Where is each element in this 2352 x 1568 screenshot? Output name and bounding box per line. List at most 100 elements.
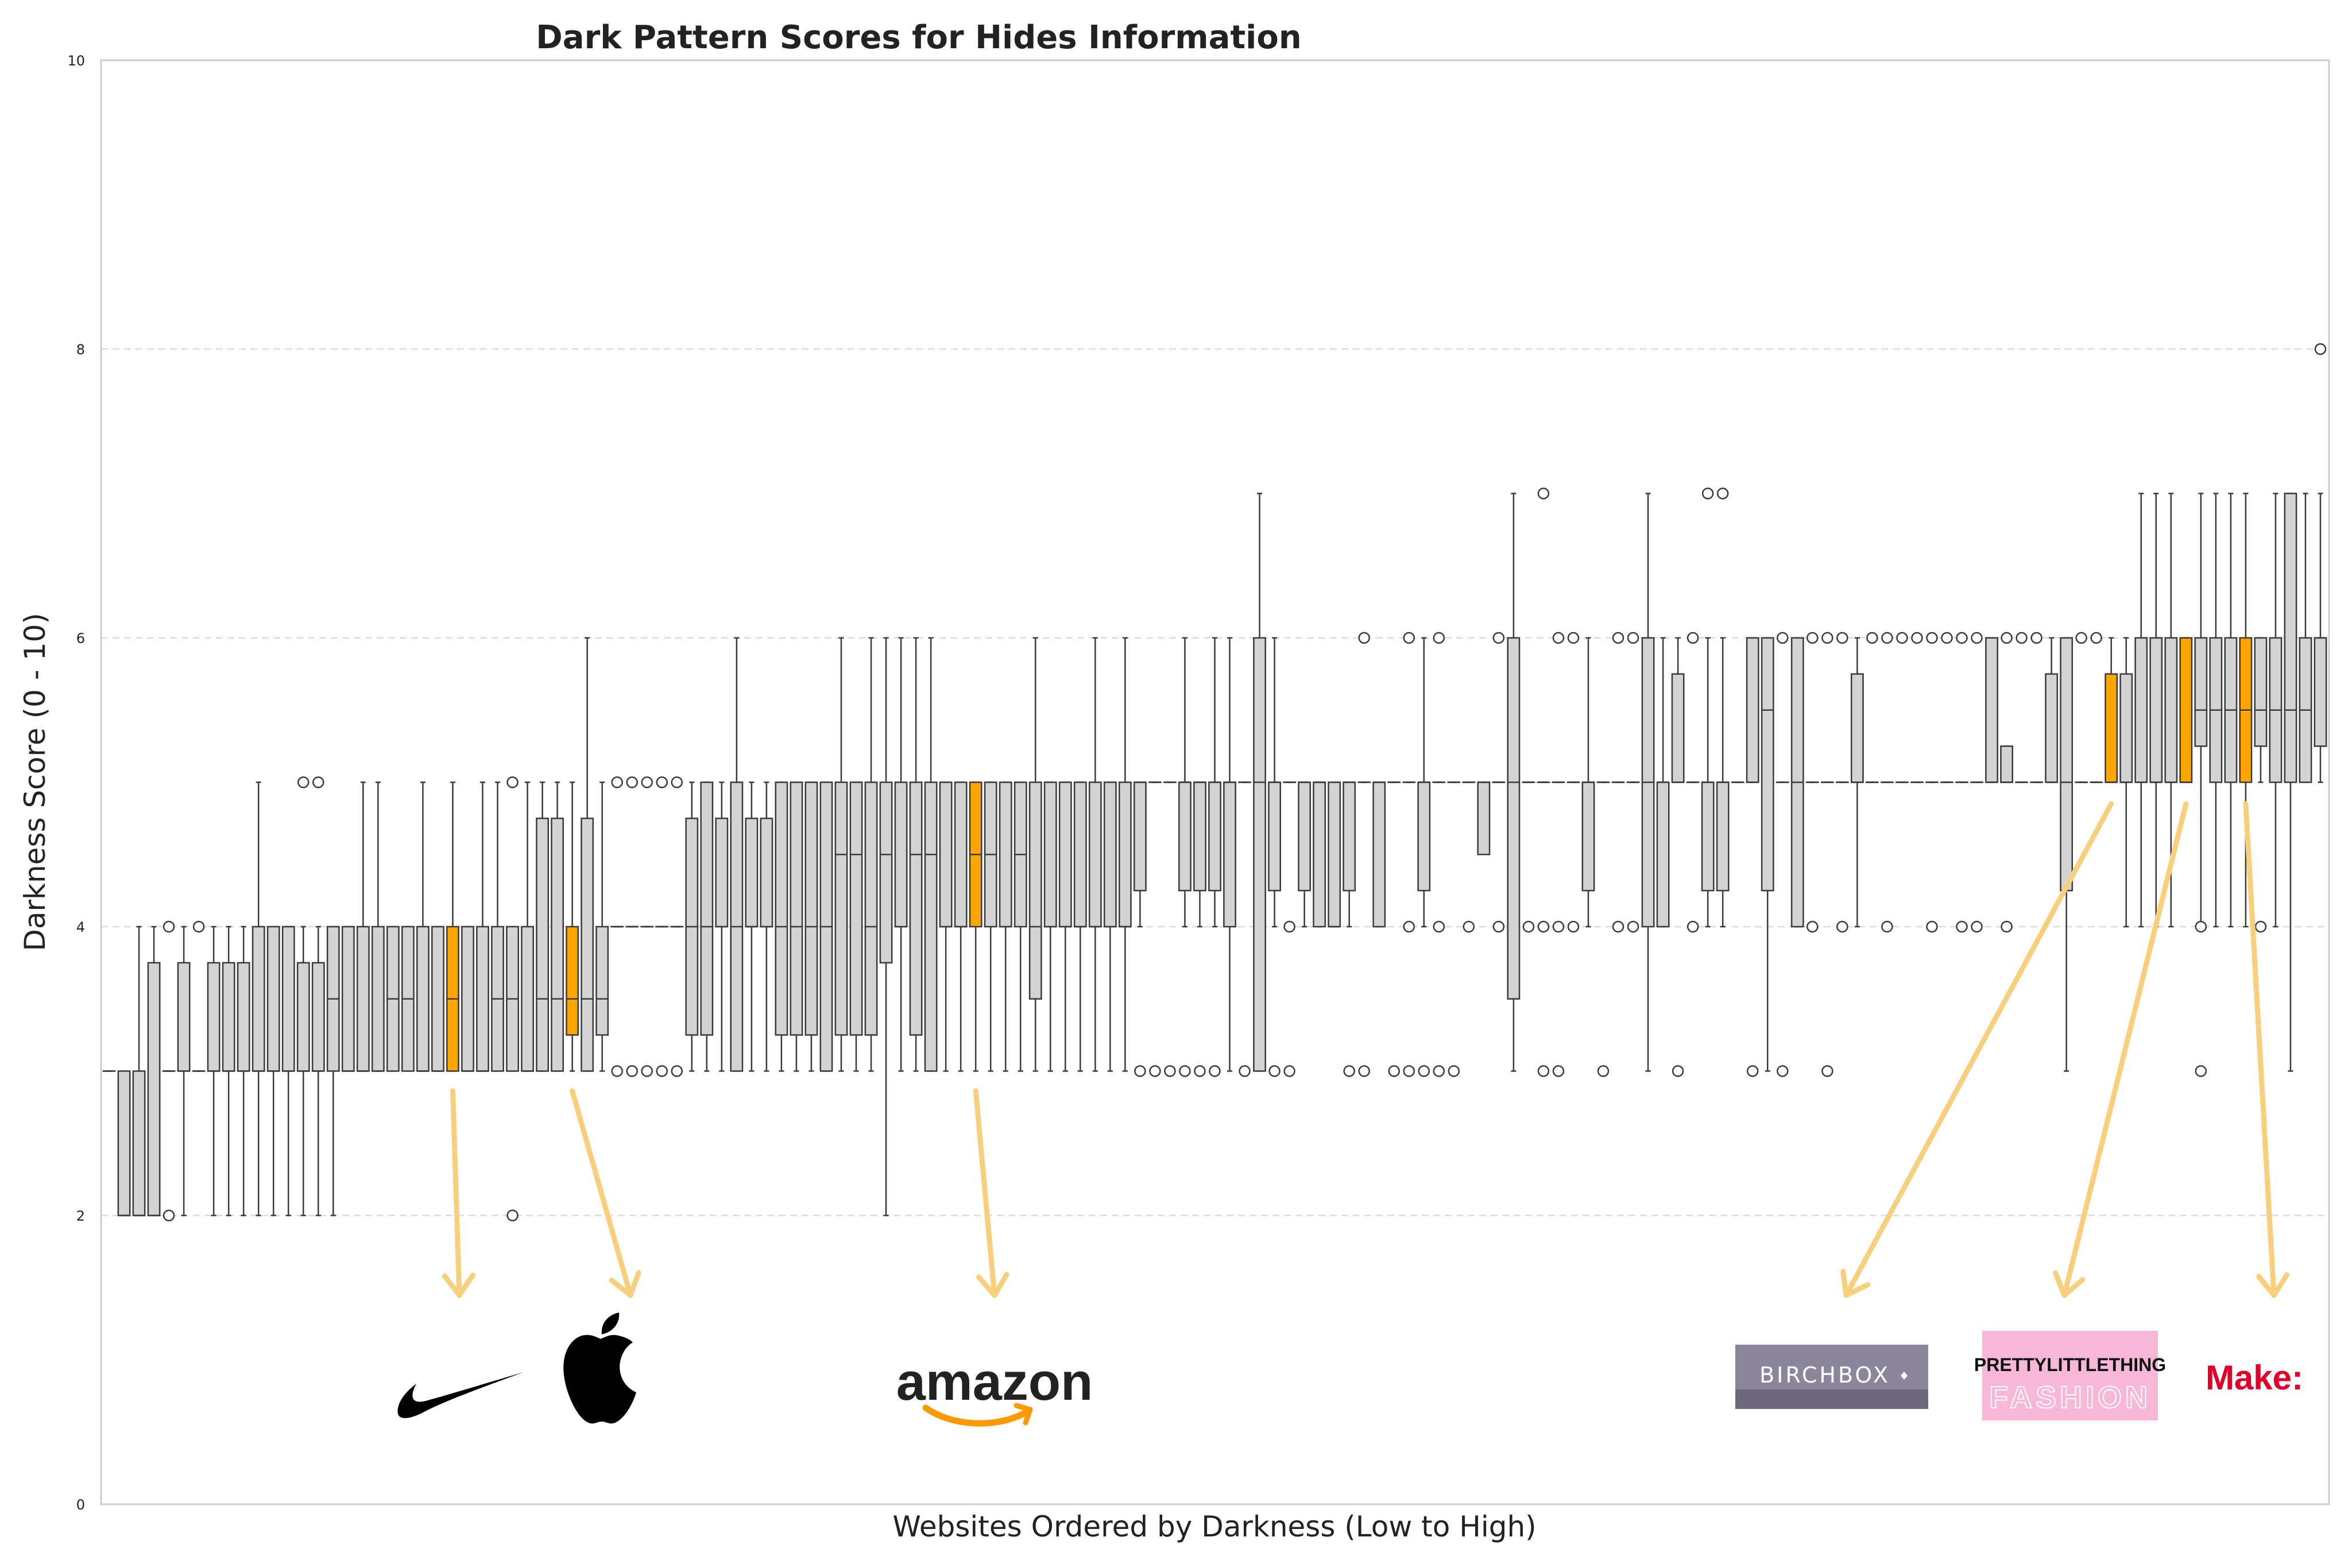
outlier-point [1239,1065,1251,1077]
box-plot [1432,632,1446,1077]
y-tick-label: 10 [67,53,85,69]
box-plot [2090,632,2103,783]
box-plot [849,781,863,1072]
box-plot [1447,781,1461,1077]
box-plot [551,781,564,1072]
box-plot [2105,637,2118,783]
outlier-point [2016,632,2028,644]
box-plot [2075,632,2088,783]
outlier-point [626,1065,638,1077]
outlier-point [1358,632,1370,644]
box [1134,781,1147,892]
outlier-point [1537,487,1550,500]
box [222,962,235,1072]
box-plot [1835,632,1849,933]
box [2119,673,2133,783]
box [1581,781,1595,892]
box-plot [1671,637,1685,1077]
outlier-point [656,776,668,788]
box [1507,637,1521,1000]
box-plot [296,776,310,1217]
box-plot [252,781,265,1217]
box-plot [326,926,340,1217]
birchbox-wordmark: BIRCHBOX [1759,1362,1890,1388]
box [1223,781,1236,928]
box-plot [1298,781,1312,928]
box [237,962,250,1072]
box-plot [2269,493,2283,928]
box-plot [162,920,176,1222]
box [715,818,729,928]
box-plot [1058,781,1072,1072]
box [1118,781,1132,928]
outlier-point [1283,1065,1295,1077]
box-plot [1178,637,1192,1077]
outlier-point [671,1065,683,1077]
outlier-point [1552,1065,1565,1077]
box-plot [1522,781,1535,933]
box-plot [1073,781,1087,1072]
box [2314,637,2327,747]
highlight-arrow [2243,801,2289,1298]
box [132,1070,146,1217]
outlier-point [1403,1065,1415,1077]
outlier-point [641,1065,653,1077]
box-plot [1761,637,1774,1072]
amazon-logo: amazon [896,1353,1093,1427]
box-plot [2045,637,2059,783]
outlier-point [1806,632,1819,644]
box-plot [1328,781,1341,928]
box-plot [1402,632,1416,1077]
box [1477,781,1491,855]
box [581,818,594,1072]
outlier-point [1388,1065,1400,1077]
outlier-point [2075,632,2087,644]
box [1701,781,1715,892]
box [2194,637,2208,747]
box-plot [655,776,669,1077]
box-plot [446,781,459,1072]
outlier-point [1403,632,1415,644]
outlier-point [656,1065,668,1077]
box-plot [1925,632,1939,933]
box-plot [1626,632,1640,933]
box-plot [1850,637,1864,928]
box-plot [1805,632,1819,933]
outlier-point [1492,920,1505,933]
box-plot [2134,493,2148,928]
outlier-point [641,776,653,788]
box-plot [177,926,191,1217]
box [117,1070,131,1217]
y-tick-label: 4 [76,919,85,935]
y-tick-label: 6 [76,630,85,646]
box-plot [969,781,982,1072]
box [1103,781,1117,928]
outlier-point [1537,920,1550,933]
outlier-point [1418,1065,1430,1077]
box-plot [1313,781,1326,928]
box-plot [1193,781,1206,1077]
box-plot [147,926,161,1217]
highlight-arrows [442,801,2289,1298]
outlier-point [611,1065,623,1077]
highlight-arrow [442,1088,475,1298]
box-plot [999,781,1012,1072]
box [1208,781,1221,892]
box [1328,781,1341,928]
box-plot [1343,781,1356,1077]
box [252,926,265,1072]
box [431,926,444,1072]
box [476,926,489,1072]
outlier-point [2001,632,2013,644]
box-plot [581,637,594,1072]
box-plot [2179,637,2193,783]
outlier-point [1194,1065,1206,1077]
make-wordmark: Make: [2206,1358,2303,1397]
outlier-point [1881,920,1893,933]
outlier-point [1956,920,1968,933]
box-plot [909,637,923,1072]
highlight-arrow [1840,801,2114,1298]
box-plot [2314,343,2327,783]
box-plot [1507,493,1521,1072]
